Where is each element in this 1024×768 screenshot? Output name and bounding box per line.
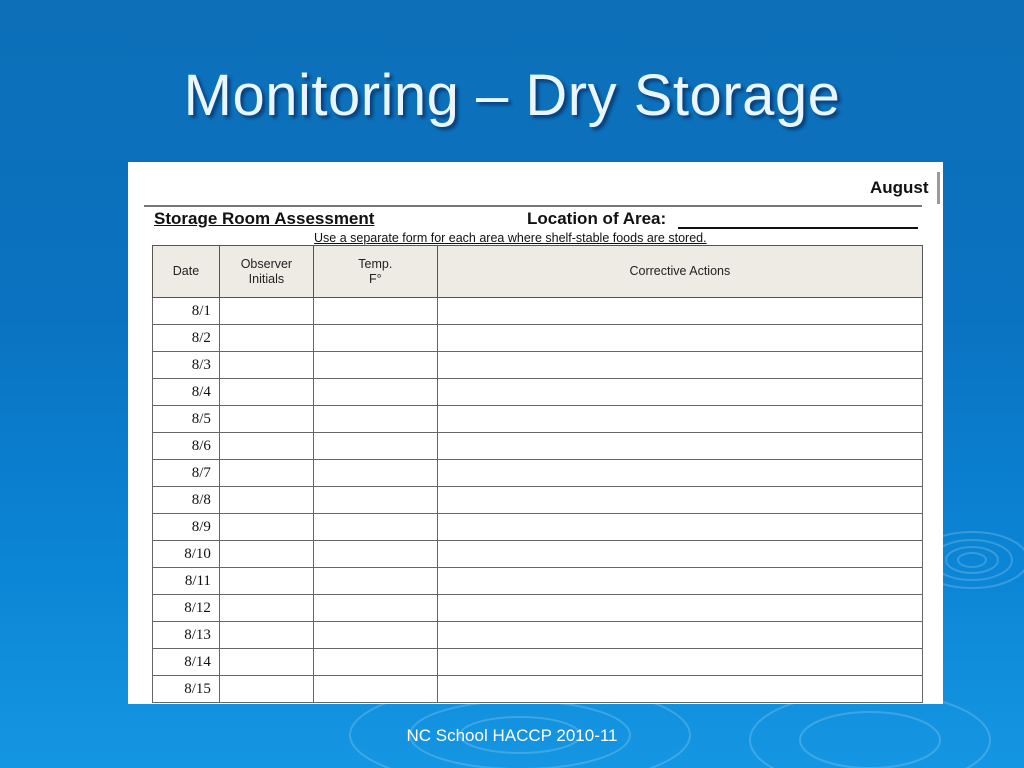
observer-initials-cell[interactable] bbox=[218, 297, 314, 325]
assessment-table: Date Observer Initials Temp. F° Correcti… bbox=[152, 245, 924, 703]
observer-initials-cell[interactable] bbox=[218, 675, 314, 703]
corrective-actions-cell[interactable] bbox=[436, 351, 924, 379]
temperature-cell[interactable] bbox=[312, 621, 438, 649]
date-cell: 8/1 bbox=[152, 297, 220, 325]
observer-initials-cell[interactable] bbox=[218, 432, 314, 460]
temperature-cell[interactable] bbox=[312, 594, 438, 622]
temperature-cell[interactable] bbox=[312, 675, 438, 703]
corrective-actions-cell[interactable] bbox=[436, 486, 924, 514]
corrective-actions-cell[interactable] bbox=[436, 648, 924, 676]
table-row: 8/9 bbox=[152, 513, 924, 541]
date-cell: 8/8 bbox=[152, 486, 220, 514]
date-cell: 8/14 bbox=[152, 648, 220, 676]
month-year-box: August 2010 bbox=[870, 172, 943, 204]
table-row: 8/6 bbox=[152, 432, 924, 460]
observer-initials-cell[interactable] bbox=[218, 351, 314, 379]
slide-title: Monitoring – Dry Storage bbox=[183, 63, 841, 128]
corrective-actions-cell[interactable] bbox=[436, 378, 924, 406]
temperature-cell[interactable] bbox=[312, 351, 438, 379]
table-row: 8/14 bbox=[152, 648, 924, 676]
temperature-cell[interactable] bbox=[312, 324, 438, 352]
observer-initials-cell[interactable] bbox=[218, 594, 314, 622]
month-separator bbox=[936, 172, 940, 204]
date-cell: 8/4 bbox=[152, 378, 220, 406]
form-heading: Storage Room Assessment bbox=[154, 209, 375, 228]
date-cell: 8/9 bbox=[152, 513, 220, 541]
table-row: 8/15 bbox=[152, 675, 924, 703]
table-row: 8/3 bbox=[152, 351, 924, 379]
temperature-cell[interactable] bbox=[312, 567, 438, 595]
table-row: 8/8 bbox=[152, 486, 924, 514]
temperature-cell[interactable] bbox=[312, 297, 438, 325]
observer-initials-cell[interactable] bbox=[218, 621, 314, 649]
col-header-temp: Temp. F° bbox=[312, 245, 438, 298]
corrective-actions-cell[interactable] bbox=[436, 675, 924, 703]
table-row: 8/10 bbox=[152, 540, 924, 568]
observer-initials-cell[interactable] bbox=[218, 405, 314, 433]
observer-initials-cell[interactable] bbox=[218, 513, 314, 541]
table-row: 8/5 bbox=[152, 405, 924, 433]
col-header-temp-line1: Temp. bbox=[358, 256, 393, 271]
corrective-actions-cell[interactable] bbox=[436, 459, 924, 487]
col-header-observer-line1: Observer bbox=[240, 256, 293, 271]
corrective-actions-cell[interactable] bbox=[436, 324, 924, 352]
corrective-actions-cell[interactable] bbox=[436, 297, 924, 325]
date-cell: 8/12 bbox=[152, 594, 220, 622]
header-divider bbox=[144, 205, 922, 207]
temperature-cell[interactable] bbox=[312, 378, 438, 406]
observer-initials-cell[interactable] bbox=[218, 567, 314, 595]
observer-initials-cell[interactable] bbox=[218, 540, 314, 568]
date-cell: 8/7 bbox=[152, 459, 220, 487]
temperature-cell[interactable] bbox=[312, 405, 438, 433]
observer-initials-cell[interactable] bbox=[218, 486, 314, 514]
form-instructions: Use a separate form for each area where … bbox=[314, 231, 707, 245]
corrective-actions-cell[interactable] bbox=[436, 513, 924, 541]
temperature-cell[interactable] bbox=[312, 540, 438, 568]
date-cell: 8/13 bbox=[152, 621, 220, 649]
table-row: 8/7 bbox=[152, 459, 924, 487]
col-header-date: Date bbox=[152, 245, 220, 298]
table-row: 8/11 bbox=[152, 567, 924, 595]
corrective-actions-cell[interactable] bbox=[436, 567, 924, 595]
date-cell: 8/6 bbox=[152, 432, 220, 460]
corrective-actions-cell[interactable] bbox=[436, 540, 924, 568]
storage-assessment-form: August 2010 Storage Room Assessment Loca… bbox=[128, 162, 943, 704]
corrective-actions-cell[interactable] bbox=[436, 432, 924, 460]
table-row: 8/1 bbox=[152, 297, 924, 325]
corrective-actions-cell[interactable] bbox=[436, 621, 924, 649]
date-cell: 8/10 bbox=[152, 540, 220, 568]
temperature-cell[interactable] bbox=[312, 648, 438, 676]
date-cell: 8/2 bbox=[152, 324, 220, 352]
temperature-cell[interactable] bbox=[312, 432, 438, 460]
observer-initials-cell[interactable] bbox=[218, 378, 314, 406]
date-cell: 8/11 bbox=[152, 567, 220, 595]
date-cell: 8/3 bbox=[152, 351, 220, 379]
table-row: 8/4 bbox=[152, 378, 924, 406]
form-month: August bbox=[870, 178, 929, 197]
table-row: 8/2 bbox=[152, 324, 924, 352]
corrective-actions-cell[interactable] bbox=[436, 405, 924, 433]
slide-footer: NC School HACCP 2010-11 bbox=[406, 726, 618, 745]
col-header-observer: Observer Initials bbox=[218, 245, 314, 298]
date-cell: 8/15 bbox=[152, 675, 220, 703]
temperature-cell[interactable] bbox=[312, 513, 438, 541]
date-cell: 8/5 bbox=[152, 405, 220, 433]
temperature-cell[interactable] bbox=[312, 486, 438, 514]
table-row: 8/13 bbox=[152, 621, 924, 649]
col-header-temp-line2: F° bbox=[368, 271, 382, 286]
observer-initials-cell[interactable] bbox=[218, 459, 314, 487]
observer-initials-cell[interactable] bbox=[218, 648, 314, 676]
col-header-observer-line2: Initials bbox=[248, 271, 285, 286]
temperature-cell[interactable] bbox=[312, 459, 438, 487]
col-header-actions: Corrective Actions bbox=[436, 245, 924, 298]
location-blank-line bbox=[678, 227, 918, 229]
table-header-row: Date Observer Initials Temp. F° Correcti… bbox=[152, 245, 924, 298]
observer-initials-cell[interactable] bbox=[218, 324, 314, 352]
table-row: 8/12 bbox=[152, 594, 924, 622]
corrective-actions-cell[interactable] bbox=[436, 594, 924, 622]
location-label: Location of Area: bbox=[527, 209, 667, 228]
